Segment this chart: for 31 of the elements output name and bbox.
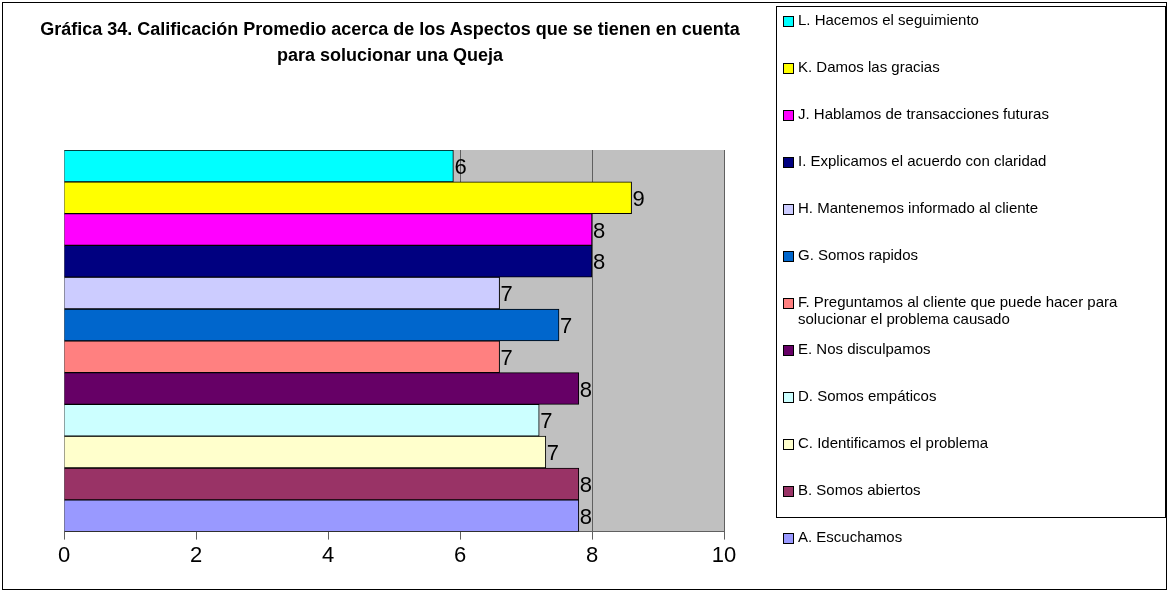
data-label: 8 <box>579 503 593 529</box>
legend-label: H. Mantenemos informado al cliente <box>798 199 1039 216</box>
legend-label: I. Explicamos el acuerdo con claridad <box>798 152 1047 169</box>
x-tick-label: 4 <box>321 541 335 567</box>
legend-label: A. Escuchamos <box>798 528 903 545</box>
legend-label: G. Somos rapidos <box>798 246 919 263</box>
x-tick-label: 8 <box>585 541 599 567</box>
data-label: 7 <box>540 408 553 434</box>
legend-label: F. Preguntamos al cliente que puede hacer para solucionar el problema causado <box>798 293 1119 327</box>
x-tick-label: 6 <box>453 541 467 567</box>
legend-label: K. Damos las gracias <box>798 58 940 75</box>
data-label: 8 <box>593 217 606 243</box>
data-label: 8 <box>593 249 606 275</box>
data-label: 8 <box>579 376 593 402</box>
legend-label: E. Nos disculpamos <box>798 340 931 357</box>
chart-title: Gráfica 34. Calificación Promedio acerca de los Aspectos que se tienen en cuenta para solucionar una Queja <box>39 18 741 67</box>
legend-label: C. Identificamos el problema <box>798 434 989 451</box>
legend-label: D. Somos empáticos <box>798 387 937 404</box>
legend-label: J. Hablamos de transacciones futuras <box>798 105 1049 122</box>
data-label: 9 <box>632 185 645 211</box>
legend-label: B. Somos abiertos <box>798 481 921 498</box>
x-tick-label: 0 <box>57 541 71 567</box>
x-tick-label: 10 <box>711 541 737 567</box>
data-label: 7 <box>560 312 573 338</box>
x-tick-label: 2 <box>189 541 203 567</box>
data-label: 7 <box>546 440 560 466</box>
data-label: 7 <box>500 344 513 370</box>
data-label: 7 <box>500 281 513 307</box>
data-label: 8 <box>579 471 593 497</box>
legend-label: L. Hacemos el seguimiento <box>798 11 979 28</box>
data-label: 6 <box>454 153 467 179</box>
